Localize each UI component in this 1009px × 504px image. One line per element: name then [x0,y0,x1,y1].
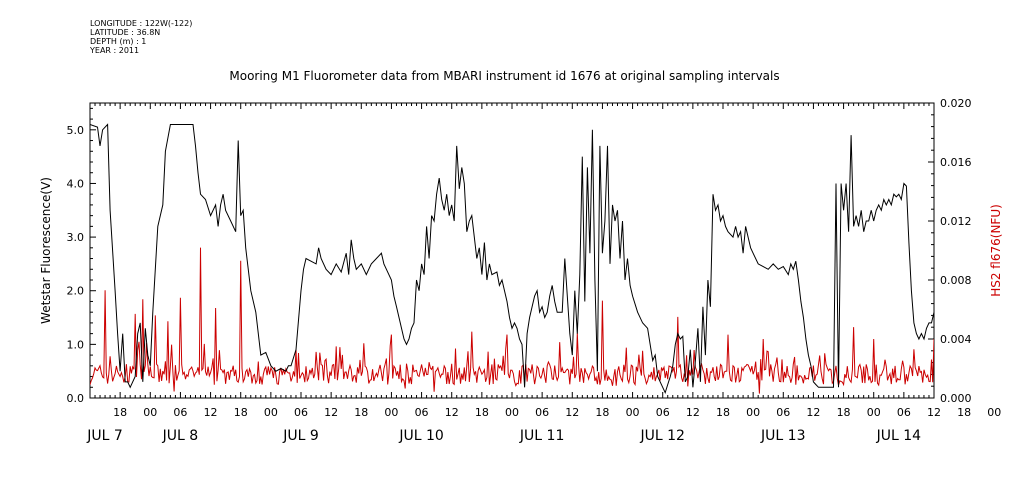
x-day-label: JUL 10 [398,428,443,444]
x-hour-tick-label: 06 [535,406,549,419]
x-hour-tick-label: 12 [324,406,338,419]
x-hour-tick-label: 12 [445,406,459,419]
y-left-tick-label: 1.0 [67,338,85,351]
y-left-tick-label: 3.0 [67,231,85,244]
series-line-hs2-fl676 [90,247,934,394]
y-left-axis-title: Wetstar Fluorescence(V) [39,177,53,324]
year-label: YEAR : 2011 [90,46,140,55]
x-day-label: JUL 14 [876,428,922,444]
y-right-tick-label: 0.016 [940,156,972,169]
x-hour-tick-label: 00 [264,406,278,419]
x-hour-tick-label: 00 [143,406,157,419]
x-day-label: JUL 7 [86,428,123,444]
y-right-tick-label: 0.008 [940,274,972,287]
x-hour-tick-label: 00 [987,406,1001,419]
y-right-tick-label: 0.000 [940,392,972,405]
x-hour-tick-label: 00 [384,406,398,419]
y-left-tick-label: 0.0 [67,392,85,405]
x-hour-tick-label: 12 [204,406,218,419]
y-right-axis-title: HS2 fl676(NFU) [989,204,1003,297]
y-left-tick-label: 5.0 [67,124,85,137]
series-line-wetstar-fluorescence [90,123,934,394]
x-hour-tick-label: 18 [716,406,730,419]
latitude-label: LATITUDE : 36.8N [90,28,161,37]
longitude-label: LONGITUDE : 122W(-122) [90,19,193,28]
depth-label: DEPTH (m) : 1 [90,37,147,46]
x-hour-tick-label: 00 [626,406,640,419]
x-day-label: JUL 9 [282,428,319,444]
x-hour-tick-label: 06 [776,406,790,419]
x-day-label: JUL 8 [162,428,199,444]
metadata-block: LONGITUDE : 122W(-122) LATITUDE : 36.8N … [90,19,192,55]
y-right-tick-label: 0.004 [940,333,972,346]
x-hour-tick-label: 06 [173,406,187,419]
x-hour-tick-label: 00 [505,406,519,419]
x-day-label: JUL 12 [639,428,684,444]
x-hour-tick-label: 12 [565,406,579,419]
x-hour-tick-label: 18 [234,406,248,419]
x-hour-tick-label: 00 [746,406,760,419]
x-hour-tick-label: 06 [415,406,429,419]
chart-title: Mooring M1 Fluorometer data from MBARI i… [229,69,780,83]
x-hour-tick-label: 18 [475,406,489,419]
x-day-label: JUL 11 [519,428,564,444]
x-hour-tick-label: 18 [113,406,127,419]
y-left-tick-label: 2.0 [67,285,85,298]
x-hour-tick-label: 00 [867,406,881,419]
x-hour-tick-label: 18 [837,406,851,419]
y-left-tick-label: 4.0 [67,177,85,190]
x-hour-tick-label: 06 [294,406,308,419]
x-hour-tick-label: 12 [927,406,941,419]
x-hour-tick-label: 12 [806,406,820,419]
y-right-tick-label: 0.012 [940,215,972,228]
y-right-tick-label: 0.020 [940,97,972,110]
x-hour-tick-label: 06 [656,406,670,419]
x-hour-tick-label: 18 [354,406,368,419]
x-hour-tick-label: 12 [686,406,700,419]
x-hour-tick-label: 18 [957,406,971,419]
x-day-label: JUL 13 [760,428,805,444]
x-hour-tick-label: 06 [897,406,911,419]
x-hour-tick-label: 18 [595,406,609,419]
